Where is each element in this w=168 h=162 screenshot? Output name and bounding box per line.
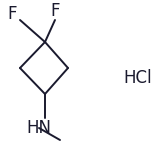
Text: F: F: [50, 2, 60, 20]
Text: HCl: HCl: [124, 69, 152, 87]
Text: HN: HN: [26, 119, 51, 137]
Text: F: F: [7, 5, 17, 23]
